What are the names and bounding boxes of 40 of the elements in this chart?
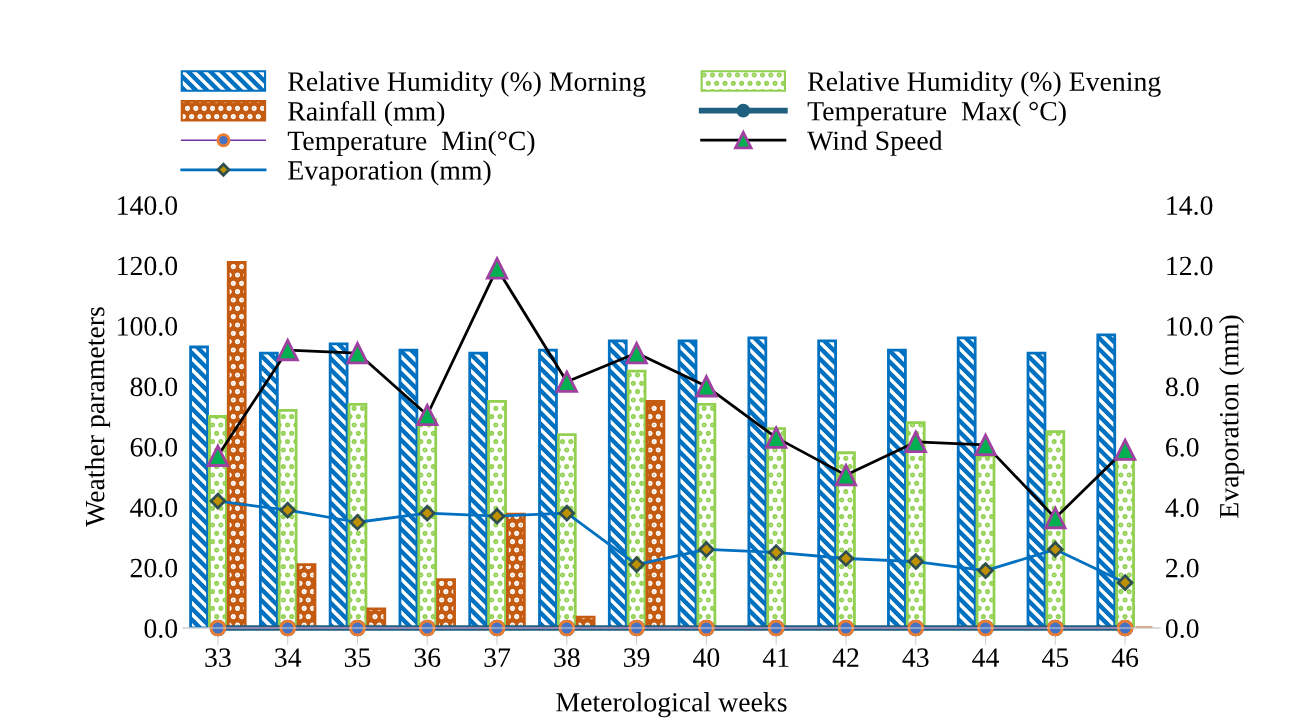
y-tick-label: 0.0 (144, 619, 178, 639)
legend-label: Wind Speed (807, 130, 943, 156)
y2-axis-title: Evaporation (mm) (1219, 315, 1245, 518)
x-tick-label: 40 (693, 648, 720, 667)
legend-label: Evaporation (mm) (288, 160, 491, 186)
x-tick-label: 44 (972, 648, 999, 667)
x-axis-title: Meterological weeks (556, 692, 787, 718)
y-tick-label: 100.0 (118, 317, 178, 336)
x-tick-label: 45 (1041, 648, 1069, 667)
y2-tick-label: 12.0 (1167, 256, 1213, 276)
x-tick-label: 35 (344, 648, 371, 667)
legend-label: Relative Humidity (%) Evening (807, 71, 1161, 97)
legend-label: Relative Humidity (%) Morning (288, 71, 646, 97)
y2-tick-label: 14.0 (1167, 196, 1213, 216)
y2-tick-label: 6.0 (1166, 437, 1199, 457)
x-tick-label: 39 (624, 648, 650, 667)
y-tick-label: 80.0 (130, 377, 178, 397)
y2-tick-label: 2.0 (1166, 558, 1199, 578)
x-tick-label: 34 (275, 648, 302, 667)
x-tick-label: 42 (832, 648, 859, 667)
y-tick-label: 140.0 (118, 196, 178, 216)
legend-label: Rainfall (mm) (288, 100, 445, 127)
y2-tick-label: 0.0 (1165, 619, 1199, 639)
legend-label: Temperature Max( °C) (807, 101, 1066, 127)
x-tick-label: 37 (484, 648, 511, 667)
y-tick-label: 40.0 (130, 498, 178, 518)
x-tick-label: 43 (902, 648, 929, 667)
y2-tick-label: 10.0 (1167, 317, 1213, 336)
x-tick-label: 38 (554, 648, 580, 667)
x-tick-label: 41 (762, 648, 789, 667)
y-axis-title: Weather parameters (84, 307, 111, 527)
y-tick-label: 20.0 (130, 558, 178, 578)
y-tick-label: 120.0 (118, 256, 178, 276)
x-tick-label: 33 (205, 648, 231, 667)
x-tick-label: 46 (1111, 648, 1139, 667)
y2-tick-label: 8.0 (1165, 377, 1199, 397)
y2-tick-label: 4.0 (1165, 498, 1199, 518)
legend-label: Temperature Min(°C) (287, 130, 535, 156)
y-tick-label: 60.0 (130, 437, 178, 457)
x-tick-label: 36 (414, 648, 441, 667)
